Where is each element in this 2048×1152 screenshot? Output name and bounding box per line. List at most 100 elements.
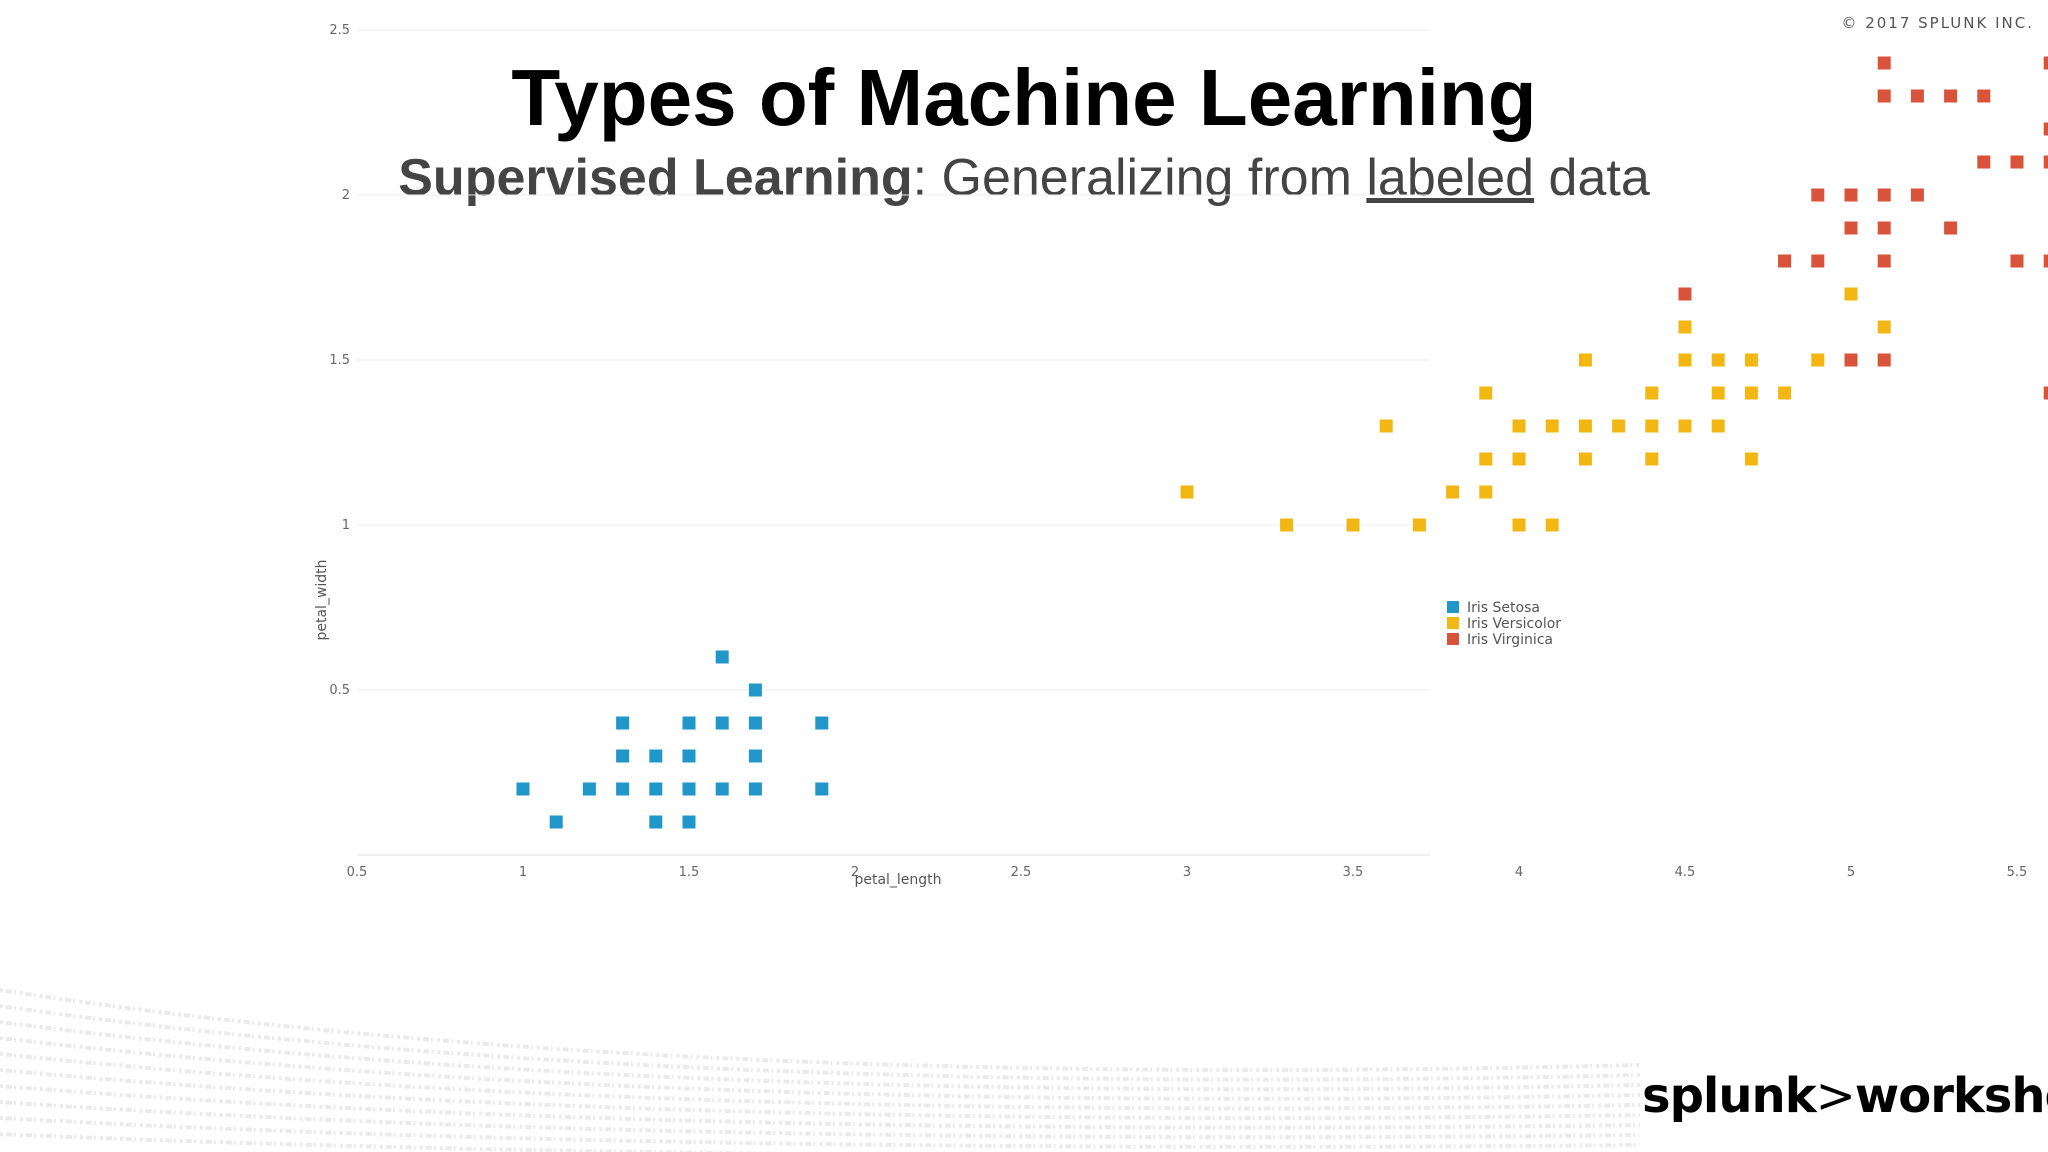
point-series-0-8: [649, 749, 663, 763]
y-tick-label: 2: [342, 188, 350, 203]
point-series-0-21: [815, 716, 829, 730]
point-series-2-17: [1977, 155, 1991, 169]
x-tick-label: 4: [1515, 865, 1523, 880]
point-series-2-1: [1778, 254, 1792, 268]
point-series-1-18: [1645, 452, 1659, 466]
point-series-1-23: [1678, 320, 1692, 334]
point-series-1-34: [1877, 320, 1891, 334]
point-series-0-7: [649, 782, 663, 796]
point-series-1-1: [1280, 518, 1294, 532]
point-series-2-9: [1877, 221, 1891, 235]
point-series-2-12: [1877, 56, 1891, 70]
point-series-0-20: [815, 782, 829, 796]
point-series-2-20: [2010, 155, 2024, 169]
point-series-2-5: [1844, 221, 1858, 235]
point-series-0-9: [682, 815, 696, 829]
point-series-2-15: [1944, 221, 1958, 235]
subtitle-separator: : Generalizing from: [912, 149, 1367, 207]
decor-line-4: [0, 1052, 1641, 1111]
point-series-0-12: [682, 716, 696, 730]
legend-swatch-2: [1447, 633, 1459, 645]
chart-points: [516, 56, 2048, 829]
legend-swatch-1: [1447, 617, 1459, 629]
splunk-workshop-logo: splunk>workshop: [1642, 1068, 2048, 1124]
point-series-2-7: [1877, 353, 1891, 367]
point-series-0-11: [682, 749, 696, 763]
logo-splunk: splunk: [1642, 1068, 1817, 1124]
x-axis-ticks: 0.511.522.533.544.555.566.5: [347, 865, 2028, 880]
point-series-2-16: [1944, 89, 1958, 103]
point-series-2-0: [1678, 287, 1692, 301]
point-series-1-7: [1479, 452, 1493, 466]
point-series-2-4: [1844, 353, 1858, 367]
point-series-0-16: [748, 782, 762, 796]
x-tick-label: 1.5: [679, 865, 700, 880]
point-series-1-33: [1844, 287, 1858, 301]
point-series-0-4: [616, 749, 630, 763]
x-tick-label: 3.5: [1343, 865, 1364, 880]
decor-line-5: [0, 1068, 1641, 1120]
logo-workshop: workshop: [1854, 1068, 2048, 1124]
point-series-1-6: [1479, 485, 1493, 499]
point-series-1-25: [1711, 386, 1725, 400]
point-series-1-0: [1180, 485, 1194, 499]
point-series-1-24: [1711, 419, 1725, 433]
chart-grid: [357, 29, 1430, 856]
copyright-notice: © 2017 SPLUNK INC.: [1841, 14, 2034, 32]
point-series-1-15: [1578, 419, 1592, 433]
y-tick-label: 0.5: [329, 683, 350, 698]
point-series-1-17: [1612, 419, 1626, 433]
legend-label-1: Iris Versicolor: [1467, 616, 1561, 632]
point-series-1-27: [1744, 452, 1758, 466]
point-series-0-3: [616, 782, 630, 796]
legend-label-0: Iris Setosa: [1467, 600, 1540, 616]
y-axis-ticks: 0.511.522.53: [329, 23, 350, 698]
x-tick-label: 2.5: [1011, 865, 1032, 880]
point-series-0-0: [516, 782, 530, 796]
x-tick-label: 5: [1847, 865, 1855, 880]
log-text-decoration: [0, 988, 1641, 1152]
point-series-2-2: [1811, 254, 1825, 268]
decor-line-2: [0, 1020, 1641, 1092]
point-series-1-14: [1578, 452, 1592, 466]
point-series-0-13: [715, 782, 729, 796]
point-series-1-30: [1778, 386, 1792, 400]
point-series-1-9: [1512, 518, 1526, 532]
point-series-1-19: [1645, 419, 1659, 433]
point-series-2-18: [1977, 89, 1991, 103]
point-series-2-14: [1910, 89, 1924, 103]
x-tick-label: 4.5: [1675, 865, 1696, 880]
point-series-1-10: [1512, 452, 1526, 466]
point-series-1-3: [1379, 419, 1393, 433]
x-tick-label: 3: [1183, 865, 1191, 880]
decor-line-6: [0, 1084, 1641, 1130]
point-series-1-11: [1512, 419, 1526, 433]
subtitle-underlined-word: labeled: [1366, 149, 1535, 207]
point-series-2-10: [1877, 188, 1891, 202]
slide-title: Types of Machine Learning: [511, 53, 1537, 142]
point-series-1-20: [1645, 386, 1659, 400]
legend-swatch-0: [1447, 601, 1459, 613]
x-tick-label: 5.5: [2007, 865, 2028, 880]
point-series-2-25: [2043, 56, 2048, 70]
point-series-1-12: [1545, 518, 1559, 532]
x-axis-label: petal_length: [854, 872, 941, 888]
point-series-2-19: [2010, 254, 2024, 268]
point-series-1-16: [1578, 353, 1592, 367]
point-series-0-10: [682, 782, 696, 796]
subtitle-tail: data: [1534, 149, 1650, 207]
point-series-0-1: [549, 815, 563, 829]
x-tick-label: 1: [519, 865, 527, 880]
y-axis-label: petal_width: [314, 559, 330, 640]
point-series-2-22: [2043, 254, 2048, 268]
point-series-1-32: [1811, 353, 1825, 367]
point-series-2-13: [1910, 188, 1924, 202]
point-series-2-11: [1877, 89, 1891, 103]
point-series-1-5: [1446, 485, 1460, 499]
decor-line-0: [0, 988, 1641, 1072]
point-series-0-6: [649, 815, 663, 829]
logo-chevron: >: [1815, 1068, 1856, 1124]
point-series-2-3: [1811, 188, 1825, 202]
